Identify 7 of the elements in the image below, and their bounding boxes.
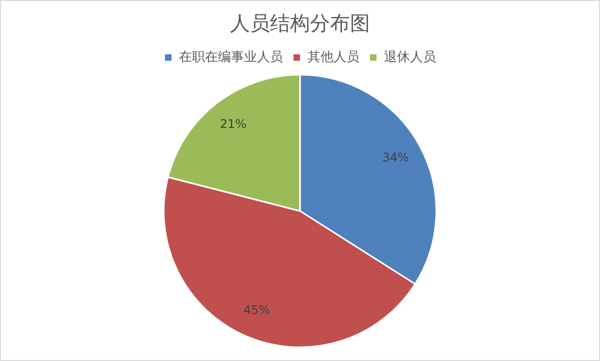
legend-label: 其他人员	[307, 50, 360, 65]
legend-label: 在职在编事业人员	[178, 50, 283, 65]
data-label: 45%	[243, 303, 270, 318]
chart-title: 人员结构分布图	[230, 11, 370, 36]
data-label: 34%	[382, 150, 409, 165]
data-label: 21%	[220, 117, 247, 131]
legend-label: 退休人员	[384, 50, 436, 65]
